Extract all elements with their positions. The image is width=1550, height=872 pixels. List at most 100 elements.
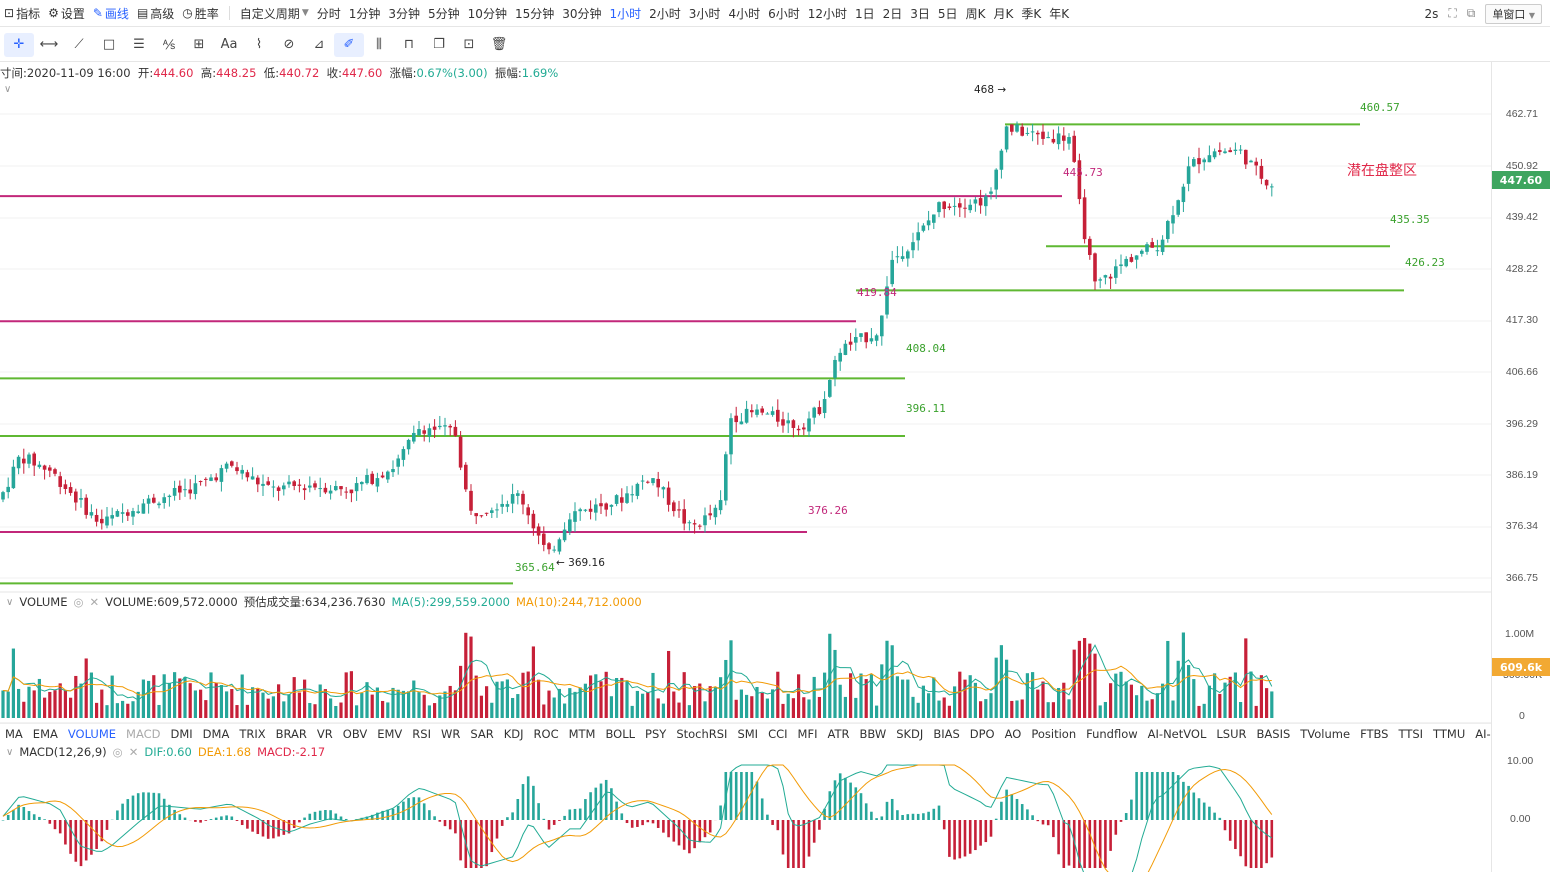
period-7[interactable]: 1小时 [609, 6, 642, 21]
custom-period-dropdown[interactable]: 自定义周期 ▼ [239, 6, 309, 21]
indicator-tab-position[interactable]: Position [1031, 726, 1077, 741]
rectangle-tool-icon[interactable]: □ [102, 37, 116, 52]
indicator-tab-mtm[interactable]: MTM [568, 726, 596, 741]
fullscreen-icon[interactable]: ⛶ [1448, 6, 1457, 20]
brush-tool-icon[interactable]: ⌇ [255, 37, 263, 52]
settings-icon[interactable]: ◎ [73, 595, 84, 609]
close-icon[interactable]: ✕ [89, 595, 100, 609]
indicator-tab-ma[interactable]: MA [5, 726, 23, 741]
crosshair-tool-icon[interactable]: ✛ [4, 32, 34, 57]
chart-canvas[interactable] [0, 62, 1491, 872]
settings-button[interactable]: ⚙ 设置 [48, 6, 85, 21]
collapse-icon[interactable]: ∨ [6, 596, 14, 608]
indicator-tab-ttsi[interactable]: TTSI [1398, 726, 1424, 741]
horizontal-line-tool-icon[interactable]: ⟷ [39, 37, 59, 52]
level-label-445: 445.73 [1063, 166, 1103, 179]
indicator-tab-fundflow[interactable]: Fundflow [1086, 726, 1138, 741]
indicator-tab-macd[interactable]: MACD [126, 726, 161, 741]
indicator-tab-dmi[interactable]: DMI [170, 726, 193, 741]
indicator-tab-rsi[interactable]: RSI [412, 726, 431, 741]
indicator-tab-ao[interactable]: AO [1004, 726, 1022, 741]
period-3[interactable]: 5分钟 [428, 6, 460, 21]
continuous-draw-icon[interactable]: ✐ [334, 32, 364, 57]
advanced-button[interactable]: ▤ 高级 [136, 6, 175, 21]
parallel-lines-tool-icon[interactable]: ☰ [133, 37, 145, 52]
trend-line-tool-icon[interactable]: ⟋ [74, 37, 84, 52]
indicator-tab-mfi[interactable]: MFI [797, 726, 818, 741]
draw-button[interactable]: ✎ 画线 [92, 6, 129, 21]
indicator-tab-basis[interactable]: BASIS [1256, 726, 1291, 741]
copy-icon[interactable]: ❐ [433, 37, 445, 52]
ruler-tool-icon[interactable]: ⊿ [313, 37, 325, 52]
indicator-tab-ftbs[interactable]: FTBS [1360, 726, 1389, 741]
period-8[interactable]: 2小时 [649, 6, 681, 21]
indicator-tab-bias[interactable]: BIAS [933, 726, 960, 741]
indicator-tab-kdj[interactable]: KDJ [503, 726, 524, 741]
indicator-tab-boll[interactable]: BOLL [605, 726, 636, 741]
indicator-tab-roc[interactable]: ROC [533, 726, 559, 741]
eraser-tool-icon[interactable]: ⊘ [283, 37, 295, 52]
period-2[interactable]: 3分钟 [388, 6, 421, 21]
fibonacci-tool-icon[interactable]: ⅍ [162, 37, 176, 53]
magnet-icon[interactable]: ⫼ [376, 37, 382, 52]
period-18[interactable]: 月K [993, 6, 1014, 21]
period-9[interactable]: 3小时 [688, 6, 721, 21]
period-1[interactable]: 1分钟 [348, 6, 381, 21]
indicator-tab-obv[interactable]: OBV [342, 726, 368, 741]
settings-icon[interactable]: ◎ [112, 745, 123, 759]
macd-histogram-bar [79, 820, 83, 867]
indicator-tab-atr[interactable]: ATR [827, 726, 850, 741]
indicator-tab-volume[interactable]: VOLUME [67, 726, 117, 741]
period-13[interactable]: 1日 [855, 6, 875, 21]
screenshot-icon[interactable]: ⊡ [463, 37, 475, 52]
period-5[interactable]: 15分钟 [514, 6, 555, 21]
indicator-tab-trix[interactable]: TRIX [239, 726, 266, 741]
period-4[interactable]: 10分钟 [467, 6, 507, 21]
indicator-tab-emv[interactable]: EMV [377, 726, 403, 741]
indicator-tab-wr[interactable]: WR [440, 726, 461, 741]
period-20[interactable]: 年K [1049, 6, 1070, 21]
indicator-tab-tvolume[interactable]: TVolume [1300, 726, 1351, 741]
indicator-tab-cci[interactable]: CCI [768, 726, 788, 741]
lock-icon[interactable]: ⊓ [403, 37, 415, 52]
window-mode-select[interactable]: 单窗口 ▼ [1485, 3, 1542, 24]
period-6[interactable]: 30分钟 [562, 6, 602, 21]
macd-histogram-bar [490, 820, 494, 853]
indicator-tab-ai-netvol[interactable]: AI-NetVOL [1147, 726, 1207, 741]
indicator-button[interactable]: ⊡ 指标 [4, 6, 41, 21]
period-11[interactable]: 6小时 [768, 6, 800, 21]
indicator-tab-dpo[interactable]: DPO [969, 726, 995, 741]
refresh-interval[interactable]: 2s [1424, 6, 1439, 21]
settings-icon: ⚙ [48, 6, 59, 20]
indicator-tab-bbw[interactable]: BBW [859, 726, 887, 741]
indicator-tab-ttmu[interactable]: TTMU [1433, 726, 1466, 741]
indicator-tab-brar[interactable]: BRAR [275, 726, 307, 741]
indicator-tab-psy[interactable]: PSY [645, 726, 667, 741]
period-16[interactable]: 5日 [937, 6, 958, 21]
collapse-icon[interactable]: ∨ [6, 746, 14, 758]
period-17[interactable]: 周K [965, 6, 986, 21]
indicator-tab-ema[interactable]: EMA [32, 726, 58, 741]
period-19[interactable]: 季K [1021, 6, 1042, 21]
winrate-button[interactable]: ◷ 胜率 [182, 6, 219, 21]
period-10[interactable]: 4小时 [728, 6, 761, 21]
close-icon[interactable]: ✕ [128, 745, 139, 759]
indicator-tab-skdj[interactable]: SKDJ [896, 726, 924, 741]
period-14[interactable]: 2日 [882, 6, 903, 21]
collapse-icon[interactable]: ∨ [4, 84, 12, 95]
indicator-tab-ai-bsi[interactable]: AI-BSI [1475, 726, 1491, 741]
text-tool-icon[interactable]: Aa [220, 37, 238, 52]
indicator-tab-sar[interactable]: SAR [470, 726, 494, 741]
indicator-tab-dma[interactable]: DMA [202, 726, 230, 741]
trash-icon[interactable]: 🗑 [490, 37, 508, 52]
period-0[interactable]: 分时 [316, 6, 341, 21]
indicator-tab-vr[interactable]: VR [316, 726, 333, 741]
popout-icon[interactable]: ⧉ [1466, 6, 1476, 20]
measure-tool-icon[interactable]: ⊞ [193, 37, 205, 52]
period-12[interactable]: 12小时 [807, 6, 847, 21]
indicator-tab-stochrsi[interactable]: StochRSI [676, 726, 728, 741]
indicator-tab-lsur[interactable]: LSUR [1216, 726, 1247, 741]
indicator-tab-smi[interactable]: SMI [737, 726, 759, 741]
period-15[interactable]: 3日 [910, 6, 930, 21]
candle-body [822, 399, 827, 413]
